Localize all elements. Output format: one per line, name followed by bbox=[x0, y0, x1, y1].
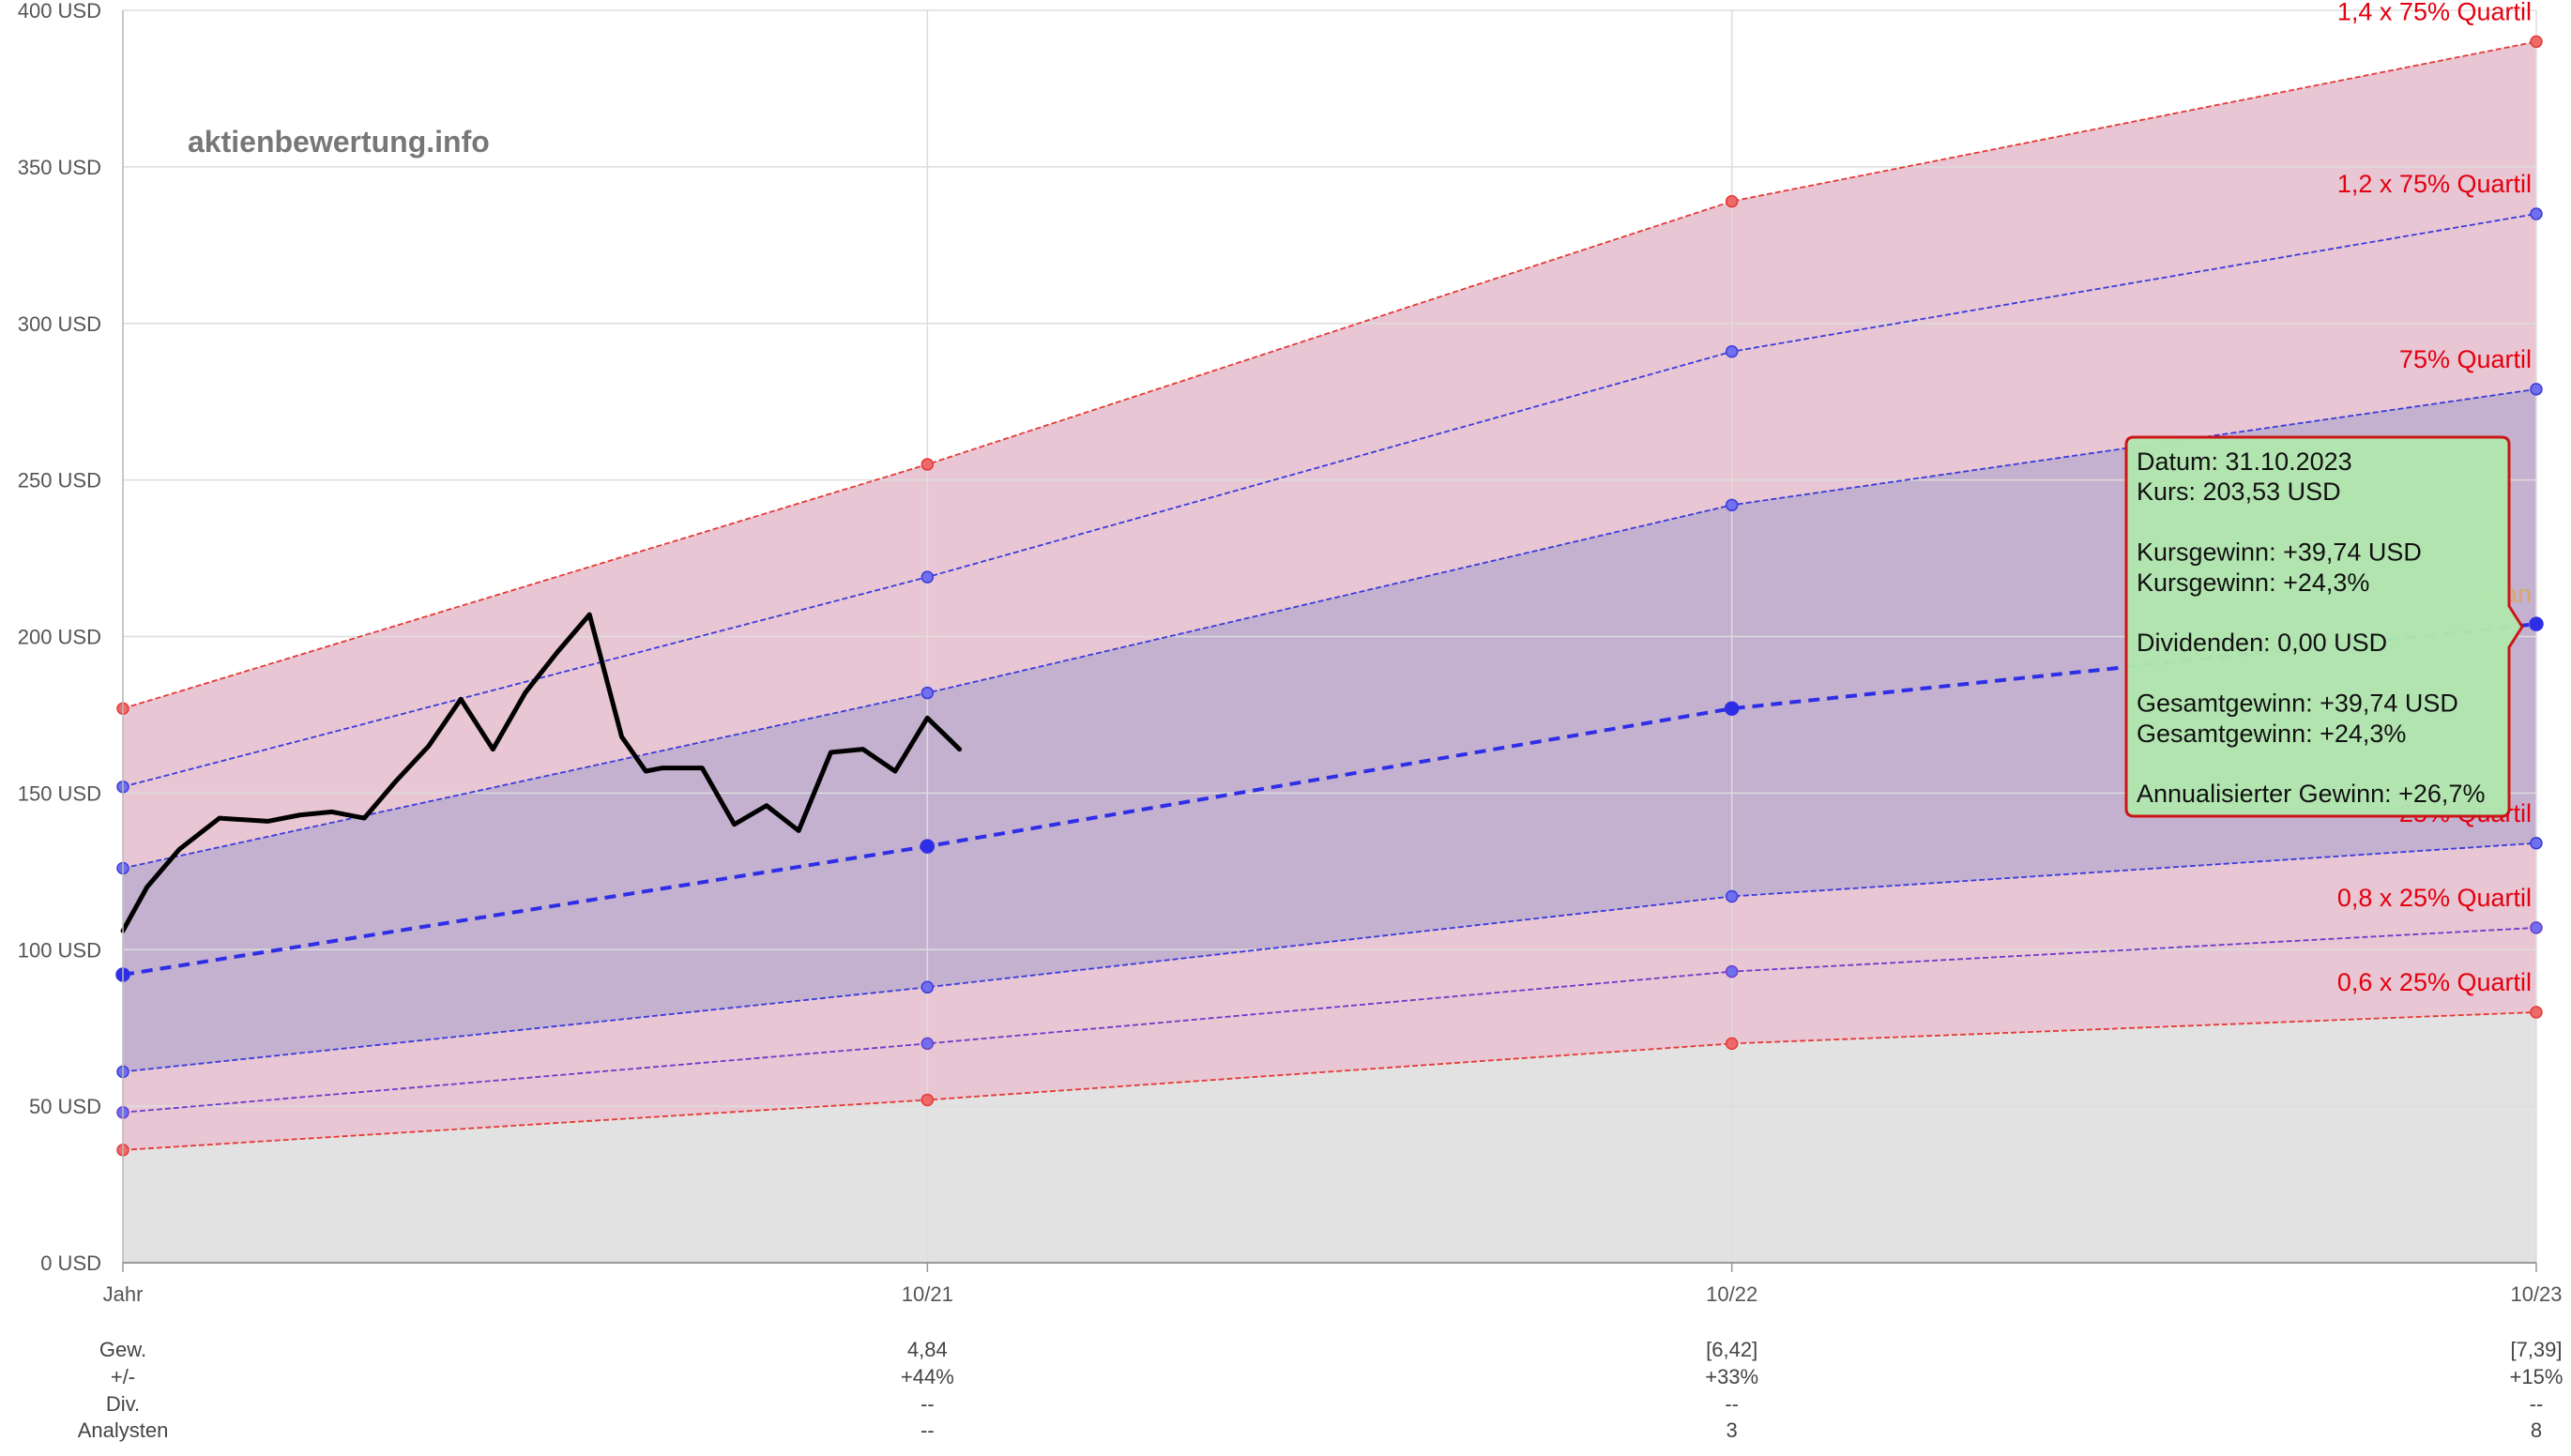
band-point bbox=[2530, 207, 2543, 220]
tooltip-line: Kursgewinn: +24,3% bbox=[2137, 569, 2369, 597]
table-cell: [7,39] bbox=[2510, 1338, 2562, 1361]
axes: 0 USD 50 USD 100 USD 150 USD 200 USD 250 USD 3… bbox=[18, 0, 2563, 1306]
table-cell: [6,42] bbox=[1706, 1338, 1757, 1361]
price-line bbox=[120, 612, 963, 933]
y-tick-label: 150 USD bbox=[18, 781, 101, 805]
table-row-label: Gew. bbox=[99, 1338, 146, 1361]
band-label: 1,2 x 75% Quartil bbox=[2337, 170, 2532, 198]
x-tick-label: 10/22 bbox=[1706, 1282, 1757, 1306]
band-point bbox=[920, 839, 936, 854]
tooltip-line: Annualisierter Gewinn: +26,7% bbox=[2137, 780, 2485, 808]
table-row-label: Div. bbox=[106, 1392, 140, 1416]
table-cell: +15% bbox=[2510, 1365, 2563, 1388]
band-label: 0,6 x 25% Quartil bbox=[2337, 968, 2532, 996]
tooltip-box bbox=[2124, 435, 2524, 818]
watermark: aktienbewertung.info bbox=[188, 125, 490, 159]
band-line bbox=[122, 40, 2537, 710]
tooltip-line: Gesamtgewinn: +39,74 USD bbox=[2137, 690, 2458, 718]
band-point bbox=[920, 980, 935, 994]
below-band-area bbox=[123, 1012, 2536, 1263]
table-cell: -- bbox=[2530, 1392, 2544, 1416]
band-point bbox=[2530, 921, 2543, 934]
band-point bbox=[920, 1093, 935, 1107]
table-cell: -- bbox=[1725, 1392, 1739, 1416]
y-tick-label: 200 USD bbox=[18, 626, 101, 649]
band-label: 0,8 x 25% Quartil bbox=[2337, 884, 2532, 912]
band-point bbox=[920, 1037, 935, 1051]
band-point bbox=[1725, 498, 1739, 512]
y-tick-label: 300 USD bbox=[18, 312, 101, 336]
x-tick-label: 10/21 bbox=[902, 1282, 953, 1306]
tooltip-line: Kursgewinn: +39,74 USD bbox=[2137, 538, 2422, 567]
band-point bbox=[1724, 701, 1740, 717]
x-tick-label: 10/23 bbox=[2510, 1282, 2562, 1306]
table-row-label: Analysten bbox=[78, 1418, 169, 1442]
band-point bbox=[2529, 616, 2544, 631]
table-cell: 4,84 bbox=[907, 1338, 948, 1361]
inner-band-area bbox=[123, 388, 2536, 1072]
band-line bbox=[122, 926, 2537, 1114]
tooltip-line: Dividenden: 0,00 USD bbox=[2137, 629, 2387, 657]
band-point bbox=[1725, 964, 1739, 978]
stats-table: Gew.+/-Div.Analysten4,84+44%----[6,42]+3… bbox=[78, 1338, 2563, 1442]
table-cell: 3 bbox=[1727, 1418, 1738, 1442]
band-line bbox=[122, 842, 2537, 1073]
table-cell: -- bbox=[920, 1418, 935, 1442]
band-point bbox=[1725, 194, 1739, 208]
table-cell: +33% bbox=[1705, 1365, 1758, 1388]
band-line bbox=[122, 1011, 2537, 1151]
y-tick-label: 350 USD bbox=[18, 156, 101, 179]
band-point bbox=[920, 686, 935, 700]
tooltip-line: Gesamtgewinn: +24,3% bbox=[2137, 720, 2406, 748]
band-label: 1,4 x 75% Quartil bbox=[2337, 0, 2532, 25]
x-tick-label: Jahr bbox=[103, 1282, 144, 1306]
tooltip-line: Kurs: 203,53 USD bbox=[2137, 478, 2341, 506]
band-label: 75% Quartil bbox=[2399, 345, 2532, 373]
band-fills bbox=[123, 41, 2536, 1263]
band-point bbox=[920, 458, 935, 471]
band-point bbox=[1725, 889, 1739, 903]
table-cell: +44% bbox=[901, 1365, 954, 1388]
y-tick-label: 400 USD bbox=[18, 0, 101, 23]
band-point bbox=[2530, 837, 2543, 850]
y-tick-label: 0 USD bbox=[40, 1251, 101, 1275]
band-point bbox=[920, 570, 935, 584]
band-labels: 1,4 x 75% Quartil 1,2 x 75% Quartil 75% Qu… bbox=[2337, 0, 2532, 996]
band-point bbox=[2530, 1006, 2543, 1019]
y-tick-label: 50 USD bbox=[29, 1095, 101, 1118]
y-tick-label: 250 USD bbox=[18, 469, 101, 493]
tooltip-line: Datum: 31.10.2023 bbox=[2137, 447, 2352, 476]
table-cell: 8 bbox=[2531, 1418, 2542, 1442]
band-point bbox=[1725, 1037, 1739, 1051]
band-point bbox=[1725, 345, 1739, 358]
stock-price-line bbox=[120, 612, 963, 933]
table-row-label: +/- bbox=[111, 1365, 135, 1388]
band-point bbox=[2530, 383, 2543, 396]
band-line bbox=[122, 213, 2537, 788]
y-tick-label: 100 USD bbox=[18, 938, 101, 962]
table-cell: -- bbox=[920, 1392, 935, 1416]
band-point bbox=[2530, 35, 2543, 49]
